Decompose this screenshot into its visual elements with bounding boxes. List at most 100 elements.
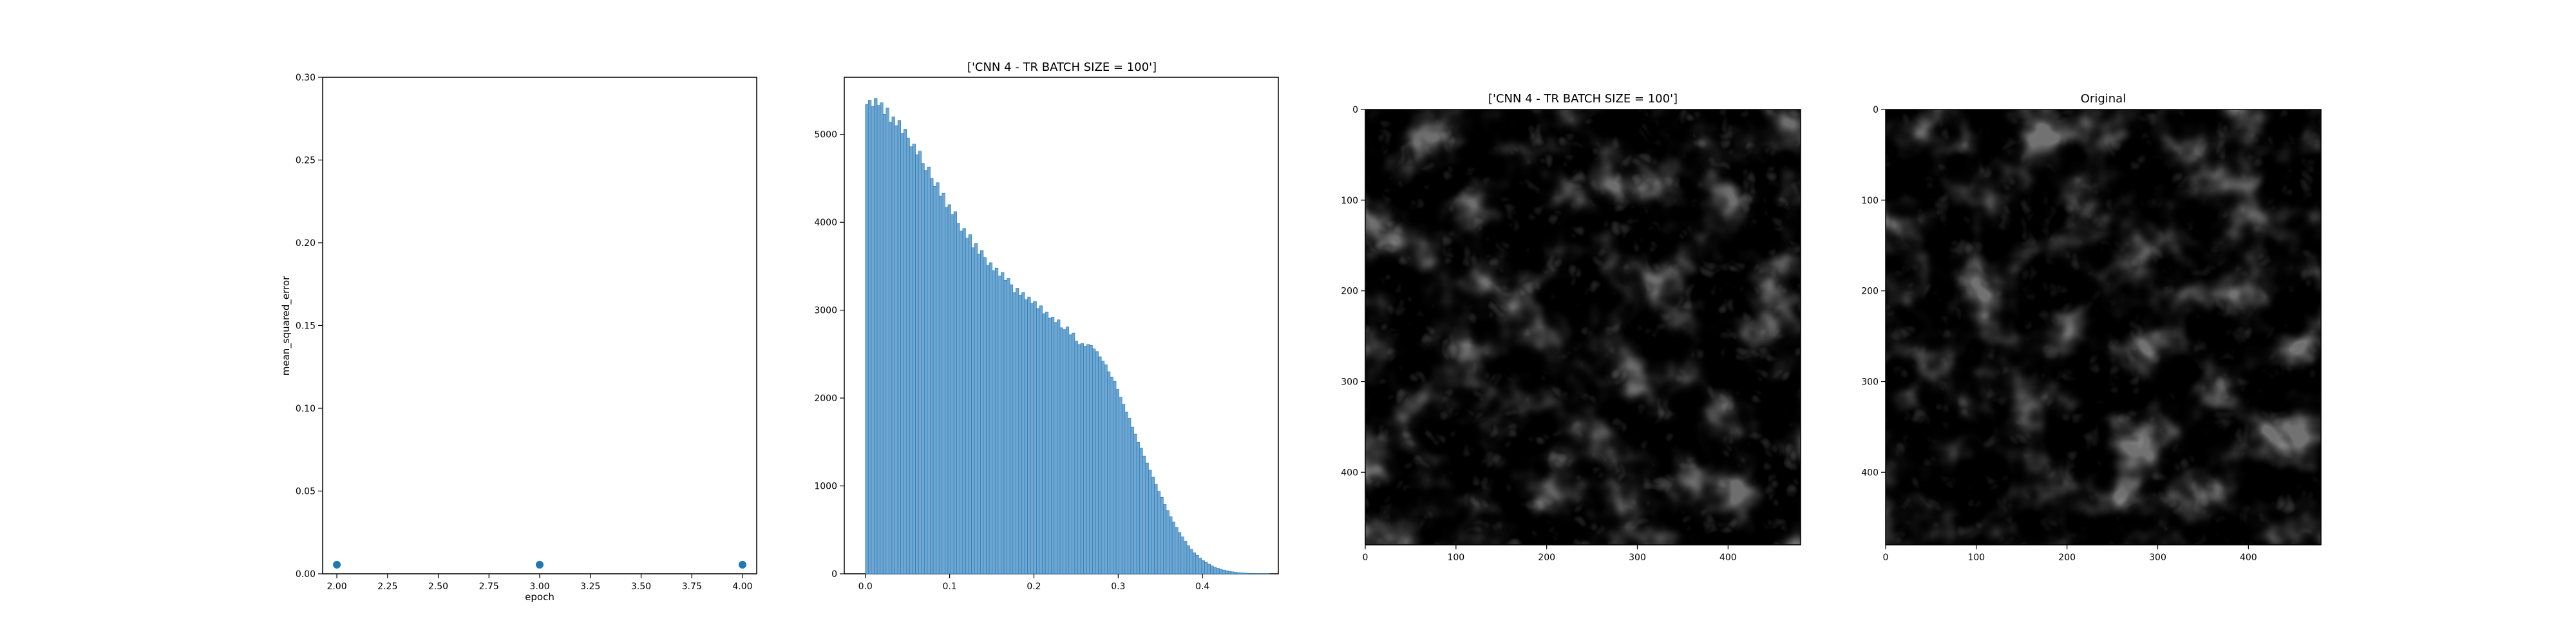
prediction-y-tick-label: 400: [1341, 468, 1358, 478]
histogram-bar: [1009, 284, 1014, 574]
histogram-bar: [1184, 541, 1188, 574]
histogram-bar: [909, 146, 913, 574]
histogram-bar: [871, 106, 875, 574]
histogram-bar: [1063, 329, 1066, 574]
histogram-bar: [886, 108, 889, 574]
histogram-bar: [882, 114, 887, 574]
histogram-bar: [876, 105, 880, 574]
histogram-bar: [1148, 469, 1152, 574]
hist-y-tick-label: 3000: [814, 306, 837, 316]
histogram-bar: [1027, 296, 1031, 574]
histogram-bar: [1039, 305, 1043, 574]
histogram-bar: [1086, 344, 1090, 574]
original-image-frame: [1885, 109, 2322, 545]
histogram-bar: [1189, 549, 1193, 574]
histogram-bar: [998, 276, 1001, 574]
loss-y-tick-label: 0.00: [296, 569, 316, 580]
histogram-bar: [942, 193, 945, 574]
histogram-bar: [945, 207, 949, 574]
original-y-tick-label: 300: [1861, 377, 1879, 388]
histogram-bar: [1142, 455, 1146, 574]
histogram-bar: [915, 154, 919, 574]
histogram-bar: [1245, 573, 1249, 574]
histogram-bar: [1204, 562, 1208, 574]
histogram-bar: [930, 178, 934, 574]
histogram-bar: [936, 182, 940, 574]
histogram-bar: [891, 117, 895, 574]
prediction-x-tick-label: 100: [1447, 553, 1464, 563]
prediction-y-tick-label: 0: [1352, 105, 1358, 115]
loss-x-tick-label: 3.25: [580, 582, 600, 592]
histogram-bar: [1065, 327, 1070, 574]
histogram-bar: [1169, 516, 1173, 574]
histogram-bar: [1001, 272, 1005, 574]
prediction-x-tick-label: 300: [1629, 553, 1646, 563]
histogram-bar: [965, 238, 969, 574]
original-x-tick-label: 200: [2058, 553, 2076, 563]
histogram-bar: [1115, 389, 1119, 574]
loss-y-tick-label: 0.10: [296, 404, 316, 414]
histogram-bar: [1016, 288, 1019, 574]
histogram-bar: [1171, 522, 1175, 574]
original-y-tick-label: 200: [1861, 287, 1879, 297]
hist-x-tick-label: 0.0: [858, 582, 873, 592]
histogram-bar: [1042, 313, 1046, 574]
histogram-bar: [1068, 334, 1072, 574]
histogram-bar: [947, 204, 951, 574]
histogram-bar: [895, 125, 898, 574]
histogram-bar: [880, 102, 884, 574]
histogram-bar: [1242, 573, 1246, 574]
loss-x-label: epoch: [525, 591, 554, 603]
histogram-bar: [1210, 565, 1214, 574]
histogram-bar: [1124, 412, 1128, 574]
loss-point: [536, 560, 544, 569]
original-y-tick-label: 100: [1861, 196, 1879, 206]
histogram-bar: [1007, 278, 1010, 574]
loss-x-tick-label: 2.75: [479, 582, 499, 592]
histogram-bar: [1003, 279, 1007, 574]
histogram-bar: [874, 98, 878, 574]
histogram-bar: [962, 228, 966, 574]
histogram-bar: [992, 270, 996, 574]
loss-x-tick-label: 2.50: [428, 582, 448, 592]
histogram-bar: [1145, 462, 1149, 574]
histogram-bar: [1216, 568, 1220, 574]
histogram-bar: [1107, 371, 1111, 574]
prediction-x-ticks: 0 100 200 300 400: [1363, 545, 1737, 563]
original-x-ticks: 0 100 200 300 400: [1883, 545, 2257, 563]
histogram-bar: [889, 122, 893, 574]
histogram-bar: [1059, 327, 1063, 574]
histogram-bar: [986, 265, 990, 574]
histogram-bar: [1154, 484, 1158, 574]
prediction-x-tick-label: 0: [1363, 553, 1368, 563]
histogram-panel: ['CNN 4 - TR BATCH SIZE = 100'] 0.0 0.1 0.…: [814, 61, 1279, 592]
histogram-bar: [1080, 343, 1084, 574]
loss-scatter-panel: 2.00 2.25 2.50 2.75 3.00 3.25 3.50 3.75 4.00 0.0…: [280, 73, 757, 603]
histogram-bar: [1133, 433, 1137, 574]
histogram-bar: [1157, 491, 1161, 574]
histogram-bar: [1248, 573, 1253, 574]
prediction-y-tick-label: 300: [1341, 377, 1358, 388]
hist-y-tick-label: 0: [831, 569, 837, 580]
histogram-bar: [1030, 303, 1034, 574]
original-y-ticks: 0 100 200 300 400: [1861, 105, 1886, 478]
histogram-bar: [924, 170, 928, 574]
original-x-tick-label: 0: [1883, 553, 1889, 563]
loss-y-label: mean_squared_error: [280, 276, 292, 375]
hist-y-tick-label: 4000: [814, 218, 837, 228]
prediction-image-title: ['CNN 4 - TR BATCH SIZE = 100']: [1488, 92, 1678, 106]
histogram-bar: [1072, 332, 1075, 574]
histogram-bar: [1048, 317, 1052, 574]
histogram-bar: [1186, 545, 1190, 574]
original-image-panel: Original 0 100 200 300 400 0 100 200 300 400: [1861, 92, 2322, 563]
histogram-bar: [1136, 442, 1141, 574]
prediction-image-frame: [1365, 109, 1801, 545]
histogram-bar: [867, 100, 872, 574]
histogram-bar: [968, 234, 972, 574]
histogram-bar: [1160, 497, 1164, 574]
histogram-bar: [927, 166, 931, 574]
loss-plot-frame: [322, 77, 757, 574]
hist-y-tick-label: 5000: [814, 130, 837, 140]
histogram-bar: [1175, 527, 1179, 574]
